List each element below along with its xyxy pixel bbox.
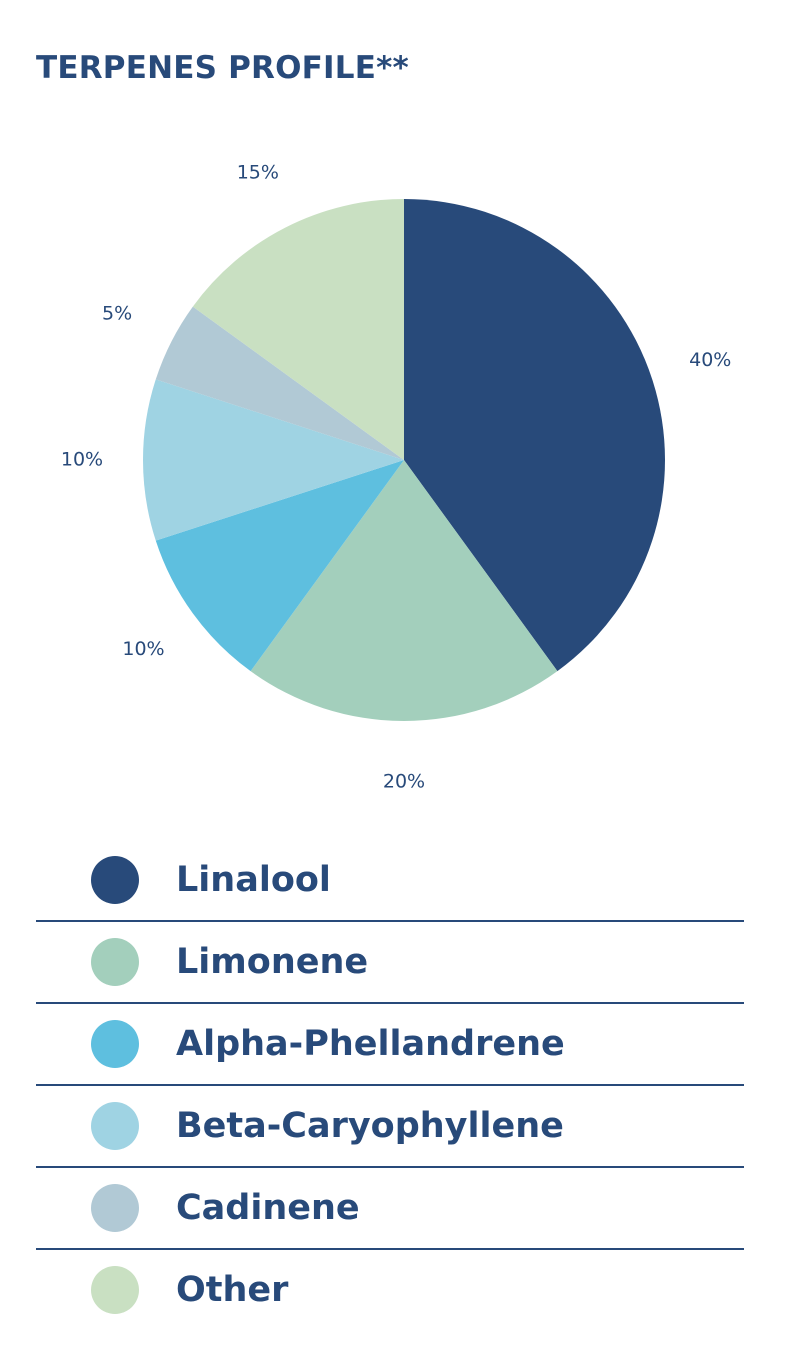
legend-swatch-linalool	[91, 856, 139, 904]
pie-slice-limonene	[250, 460, 558, 722]
legend-label-limonene: Limonene	[176, 942, 369, 982]
slice-label-other: 15%	[237, 162, 279, 184]
slice-label-linalool: 40%	[689, 349, 731, 371]
pie-slice-beta-caryophyllene	[143, 379, 404, 541]
slice-label-limonene: 20%	[383, 771, 425, 793]
legend-swatch-limonene	[91, 938, 139, 986]
legend-item-alpha-phellandrene: Alpha-Phellandrene	[36, 1004, 744, 1086]
pie-slice-other	[192, 199, 404, 460]
pie-chart: 40% 20% 10% 10% 5% 15%	[61, 162, 731, 793]
slice-label-beta-caryophyllene: 10%	[61, 449, 103, 471]
legend-item-other: Other	[36, 1250, 744, 1330]
legend-swatch-cadinene	[91, 1184, 139, 1232]
legend-swatch-other	[91, 1266, 139, 1314]
pie-slice-cadinene	[155, 306, 404, 460]
slice-label-alpha-phellandrene: 10%	[122, 638, 164, 660]
legend-label-alpha-phellandrene: Alpha-Phellandrene	[176, 1024, 565, 1064]
legend-item-beta-caryophyllene: Beta-Caryophyllene	[36, 1086, 744, 1168]
legend-swatch-alpha-phellandrene	[91, 1020, 139, 1068]
legend-swatch-beta-caryophyllene	[91, 1102, 139, 1150]
legend-label-beta-caryophyllene: Beta-Caryophyllene	[176, 1106, 564, 1146]
chart-legend: Linalool Limonene Alpha-Phellandrene Beta-C…	[36, 840, 744, 1330]
legend-label-cadinene: Cadinene	[176, 1188, 360, 1228]
legend-label-other: Other	[176, 1270, 289, 1310]
slice-label-cadinene: 5%	[102, 302, 132, 324]
pie-slice-alpha-phellandrene	[155, 460, 404, 672]
chart-title: TERPENES PROFILE**	[36, 50, 409, 86]
legend-label-linalool: Linalool	[176, 860, 331, 900]
legend-item-limonene: Limonene	[36, 922, 744, 1004]
pie-slice-linalool	[404, 199, 665, 672]
legend-item-linalool: Linalool	[36, 840, 744, 922]
legend-item-cadinene: Cadinene	[36, 1168, 744, 1250]
